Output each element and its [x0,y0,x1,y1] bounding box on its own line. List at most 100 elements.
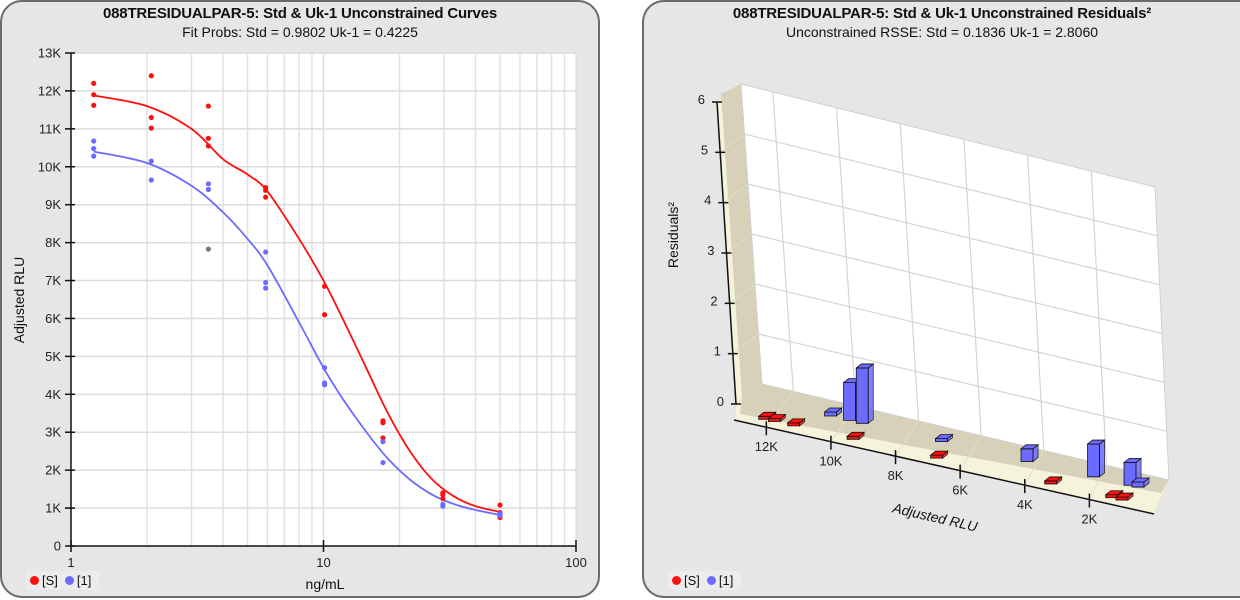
chart-legend[interactable]: [S] [1] [26,571,100,590]
y-tick-label: 12K [38,83,61,98]
data-point [497,513,503,519]
data-point [263,279,269,286]
data-point [440,495,446,502]
y-axis-label: Adjusted RLU [11,257,27,343]
x-tick-label: 4K [1017,497,1033,512]
legend-uk-marker-icon [706,576,716,585]
residual-bar [855,363,875,425]
y-tick-label: 10K [38,159,61,174]
y-tick-label: 11K [39,121,61,136]
legend-std-marker-icon [672,576,681,585]
y-tick-label: 5K [45,349,61,364]
chart-title: 088TRESIDUALPAR-5: Std & Uk-1 Unconstrai… [103,5,497,22]
x-tick-label: 6K [952,483,968,498]
grid-line [744,133,1158,237]
data-point [91,92,97,98]
data-point [205,103,211,109]
x-axis-label: ng/mL [306,576,345,592]
residual-bar [1114,492,1135,501]
data-point [205,135,211,141]
grid-line [758,333,1167,432]
grid-line [751,233,1163,335]
legend-std-label: [S] [42,573,58,588]
residuals-chart-panel: 088TRESIDUALPAR-5: Std & Uk-1 Unconstrai… [642,0,1240,598]
y-tick-label: 3 [707,243,714,258]
y-tick-label: 5 [701,142,708,157]
residual-bar [823,407,843,417]
chart-subtitle: Fit Probs: Std = 0.9802 Uk-1 = 0.4225 [182,24,418,40]
data-point [380,435,386,441]
residual-bar [1019,444,1040,463]
grid-line [1027,155,1045,451]
data-point [321,365,328,371]
y-tick-label: 1 [714,344,721,359]
data-point [263,285,269,291]
y-axis-label: Residuals² [665,202,681,268]
y-tick-label: 6K [45,311,61,326]
x-axis-label: Adjusted RLU [890,499,980,534]
residual-bar [934,433,954,443]
data-point [263,249,269,255]
data-point [148,114,154,121]
x-tick-label: 8K [888,468,904,483]
data-point [148,125,154,131]
data-point [380,439,386,445]
legend-uk-label: [1] [718,573,734,588]
curves-plot: 0 1K 2K 3K 4K 5K 6K 7K 8K 9K 10K 11K 12K 13K 1 10 100 ng/… [11,46,587,593]
data-point [148,158,154,164]
grid-line [1090,171,1107,466]
residuals-3d-plot: 0 1 2 3 4 5 6 Residuals² 12K 10K 8K 6K 4K 2K Adjusted … [665,83,1170,535]
data-point [205,181,211,187]
data-point [497,502,503,508]
grid-line [772,91,794,392]
residual-bar [767,413,787,423]
y-tick-label: 4K [45,387,61,402]
y-tick-label: 2 [710,293,717,308]
chart-title: 088TRESIDUALPAR-5: Std & Uk-1 Unconstrai… [732,5,1152,22]
y-tick-label: 7K [45,273,61,288]
y-tick-label: 1K [45,501,61,516]
grid-line [754,283,1165,383]
data-point [380,459,386,466]
data-point [263,187,269,193]
data-point [321,312,328,318]
x-tick-label: 10 [316,555,330,570]
y-tick-label: 3K [45,425,61,440]
y-tick-label: 0 [54,539,61,554]
legend-uk-label: [1] [76,573,92,588]
y-tick-label: 8K [45,235,61,250]
data-point [205,246,211,252]
grid-line [899,123,920,421]
y-tick-label: 9K [45,197,61,212]
data-point [91,153,97,159]
data-point [440,492,446,498]
data-point [263,194,269,200]
data-point [321,382,328,388]
y-tick-label: 2K [45,463,61,478]
data-point [91,145,97,152]
residual-bar [845,431,866,441]
data-point [91,80,97,86]
data-point [148,177,154,183]
x-tick-label: 12K [755,439,778,454]
legend-uk-marker-icon [64,576,74,585]
residual-bar [929,450,949,459]
chart-legend[interactable]: [S] [1] [668,571,742,590]
y-tick-label: 4 [704,193,711,208]
grid-line [963,139,982,436]
x-axis [733,419,1155,515]
y-tick-label: 13K [38,46,61,61]
curves-chart-panel: 088TRESIDUALPAR-5: Std & Uk-1 Unconstrai… [0,0,600,598]
x-tick-label: 1 [67,555,74,570]
data-point [440,503,446,509]
chart-subtitle: Unconstrained RSSE: Std = 0.1836 Uk-1 = … [785,24,1099,40]
x-tick-label: 100 [565,555,587,570]
y-tick-label: 6 [698,92,705,107]
data-point [321,283,328,289]
x-tick-label: 2K [1081,512,1097,527]
grid-line [835,107,857,407]
x-tick-label: 10K [819,454,842,469]
data-point [148,73,154,79]
data-point [91,138,97,144]
legend-std-label: [S] [684,573,700,588]
